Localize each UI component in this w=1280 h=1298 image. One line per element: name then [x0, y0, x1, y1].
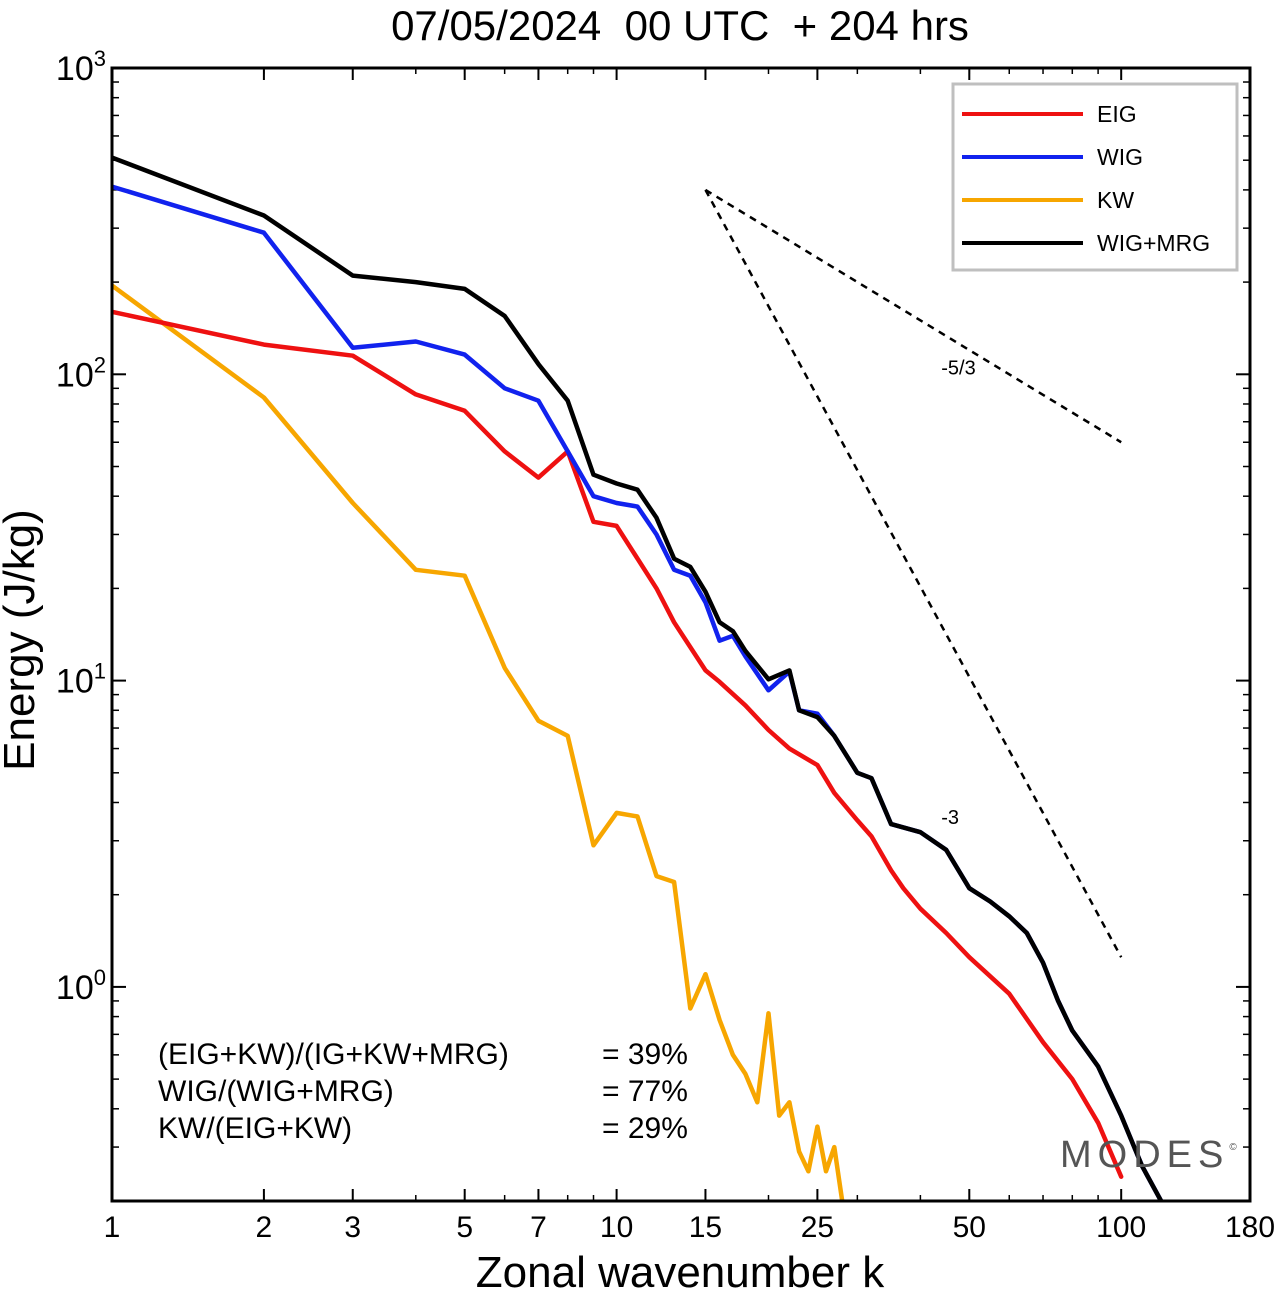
slope-line-1 [704, 188, 1122, 444]
x-tick-label: 5 [456, 1211, 473, 1244]
ratio-value: = 39% [602, 1038, 688, 1071]
legend-label: KW [1097, 187, 1134, 213]
legend-label: WIG+MRG [1097, 230, 1210, 256]
ratio-row: KW/(EIG+KW) = 29% [158, 1110, 688, 1147]
ratio-name: KW/(EIG+KW) [158, 1112, 353, 1145]
chart-title: 07/05/2024 00 UTC + 204 hrs [391, 2, 969, 49]
x-tick-label: 100 [1096, 1211, 1146, 1244]
ratio-row: (EIG+KW)/(IG+KW+MRG) = 39% [158, 1036, 688, 1073]
modes-watermark: MODES© [1060, 1134, 1237, 1177]
y-axis-label: Energy (J/kg) [0, 509, 44, 771]
series-line-eig [112, 309, 1124, 1179]
copyright-mark: © [1229, 1142, 1237, 1153]
slope-reference-lines [704, 188, 1123, 958]
y-tick-label: 103 [56, 46, 106, 88]
ratio-value: = 77% [602, 1075, 688, 1108]
x-tick-label: 7 [530, 1211, 547, 1244]
legend-label: EIG [1097, 101, 1137, 127]
x-tick-label: 10 [600, 1211, 633, 1244]
legend: EIG WIG KW WIG+MRG [951, 82, 1239, 272]
x-tick-label: 25 [801, 1211, 834, 1244]
x-tick-label: 2 [256, 1211, 273, 1244]
ratio-row: WIG/(WIG+MRG) = 77% [158, 1073, 688, 1110]
x-tick-label: 1 [104, 1211, 121, 1244]
ratio-name: (EIG+KW)/(IG+KW+MRG) [158, 1038, 509, 1071]
slope-line-2 [704, 189, 1123, 958]
y-tick-label: 101 [56, 659, 106, 701]
series-line-wig-mrg [112, 155, 1164, 1201]
x-tick-label: 3 [344, 1211, 361, 1244]
slope-label: -5/3 [941, 357, 975, 379]
y-tick-label: 100 [56, 965, 106, 1007]
y-tick-label: 102 [56, 352, 106, 394]
ratio-name: WIG/(WIG+MRG) [158, 1075, 394, 1108]
x-tick-label: 50 [953, 1211, 986, 1244]
x-tick-label: 180 [1225, 1211, 1275, 1244]
series-line-kw [112, 283, 845, 1201]
x-axis-label: Zonal wavenumber k [475, 1248, 885, 1297]
series-lines [112, 155, 1164, 1201]
ratio-value: = 29% [602, 1112, 688, 1145]
x-tick-label: 15 [689, 1211, 722, 1244]
legend-label: WIG [1097, 144, 1143, 170]
watermark-text: MODES [1060, 1134, 1230, 1176]
plot-frame [110, 66, 1252, 1203]
ratio-annotations: (EIG+KW)/(IG+KW+MRG) = 39% WIG/(WIG+MRG) =… [158, 1036, 688, 1147]
slope-label: -3 [941, 807, 959, 829]
